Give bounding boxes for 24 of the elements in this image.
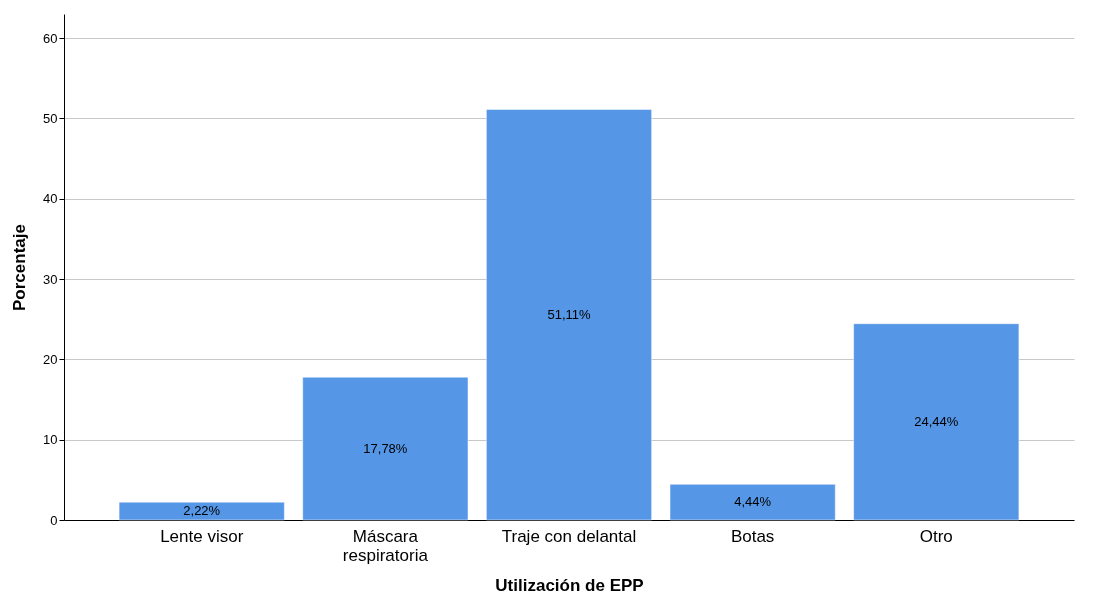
y-axis-title: Porcentaje [10,224,30,311]
data-label: 24,44% [914,413,959,429]
y-tick-label: 60 [43,30,58,46]
x-tick-label: Lente visor [160,526,244,546]
y-tick-label: 30 [43,271,58,287]
x-tick-label: Máscara respiratoria [342,526,429,565]
bar [669,484,836,521]
x-tick-label: Traje con delantal [501,526,637,546]
data-label: 51,11% [547,306,591,322]
y-tick-label: 50 [43,110,58,126]
y-tick-label: 40 [43,191,58,207]
x-axis-title: Utilización de EPP [495,575,644,595]
y-tick-label: 20 [43,351,58,367]
y-tick-label: 0 [50,512,58,528]
bar [118,501,285,521]
data-label: 17,78% [363,440,408,456]
x-tick-label: Otro [919,526,953,546]
bar [302,376,469,521]
x-tick-label: Botas [730,526,775,546]
data-label: 2,22% [183,503,221,519]
bar [486,109,652,521]
bar [853,323,1020,521]
data-label: 4,44% [734,494,772,510]
y-tick-label: 10 [43,432,58,448]
